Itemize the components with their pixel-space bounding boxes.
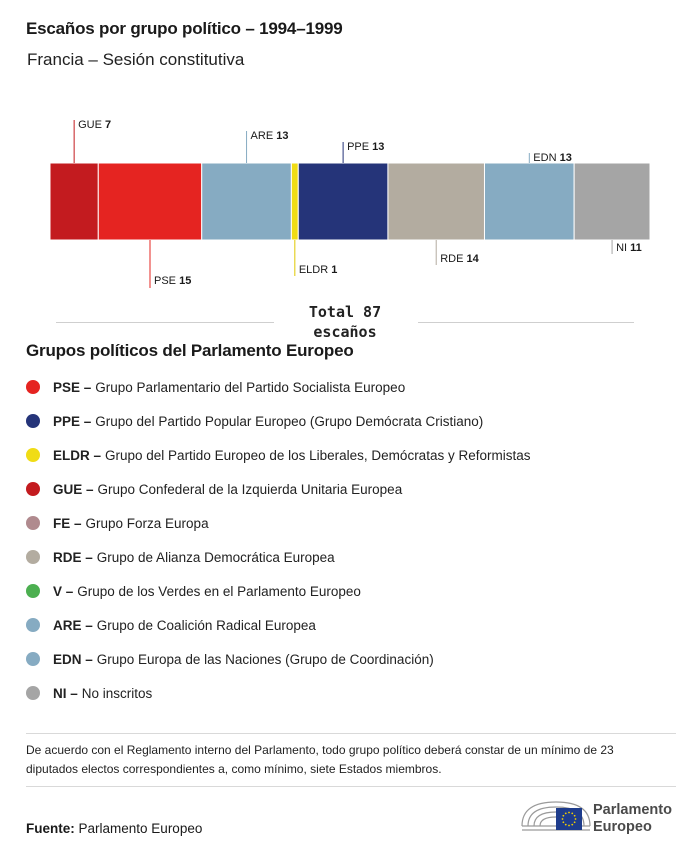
total-count: Total 87 bbox=[308, 303, 382, 321]
legend-item: PSE – Grupo Parlamentario del Partido Soc… bbox=[26, 370, 530, 404]
bar-label-ppe: PPE 13 bbox=[347, 141, 384, 153]
bar-label-rde: RDE 14 bbox=[440, 253, 479, 265]
bar-label-value: 13 bbox=[276, 130, 288, 142]
logo-wordmark: Parlamento Europeo bbox=[593, 802, 672, 836]
bar-label-value: 11 bbox=[630, 242, 642, 254]
legend-name: Grupo Confederal de la Izquierda Unitari… bbox=[97, 481, 403, 497]
bar-segment-eldr bbox=[290, 162, 299, 241]
legend-title: Grupos políticos del Parlamento Europeo bbox=[26, 341, 354, 360]
legend-name: Grupo Europa de las Naciones (Grupo de C… bbox=[96, 651, 434, 667]
legend-code: PPE – bbox=[53, 413, 92, 429]
bar-label-value: 1 bbox=[331, 264, 337, 276]
logo-line-1: Parlamento bbox=[593, 802, 672, 818]
bar-segment-are bbox=[201, 162, 292, 241]
legend-code: NI – bbox=[53, 685, 78, 701]
legend-dot-icon bbox=[26, 652, 40, 666]
stacked-bar-chart: GUE 7 PSE 15 ARE 13 ELDR 1 PPE 13 RDE 14 EDN 1… bbox=[49, 119, 651, 288]
source-label: Fuente: bbox=[26, 821, 75, 836]
bar-label-edn: EDN 13 bbox=[533, 152, 572, 164]
legend-item: EDN – Grupo Europa de las Naciones (Grupo… bbox=[26, 642, 530, 676]
total-unit: escaños bbox=[313, 323, 377, 341]
legend-dot-icon bbox=[26, 516, 40, 530]
bar-label-value: 14 bbox=[466, 253, 479, 265]
legend-code: EDN – bbox=[53, 651, 93, 667]
bar-label-name: PPE bbox=[347, 141, 372, 153]
legend-name: Grupo Parlamentario del Partido Socialis… bbox=[95, 379, 406, 395]
bar-label-are: ARE 13 bbox=[251, 130, 289, 142]
bar-label-ni: NI 11 bbox=[616, 242, 642, 254]
legend-item: GUE – Grupo Confederal de la Izquierda Un… bbox=[26, 472, 530, 506]
legend-name: Grupo de Alianza Democrática Europea bbox=[96, 549, 335, 565]
legend-dot-icon bbox=[26, 584, 40, 598]
legend-dot-icon bbox=[26, 414, 40, 428]
legend-code: ARE – bbox=[53, 617, 93, 633]
source-value: Parlamento Europeo bbox=[78, 821, 203, 836]
legend-dot-icon bbox=[26, 482, 40, 496]
legend-code: V – bbox=[53, 583, 74, 599]
divider-top bbox=[26, 733, 676, 734]
legend-item: V – Grupo de los Verdes en el Parlamento … bbox=[26, 574, 530, 608]
legend-name: Grupo del Partido Popular Europeo (Grupo… bbox=[95, 413, 484, 429]
legend-item: PPE – Grupo del Partido Popular Europeo (… bbox=[26, 404, 530, 438]
bar-segment-ppe bbox=[297, 162, 389, 241]
legend-code: RDE – bbox=[53, 549, 93, 565]
legend-name: Grupo de Coalición Radical Europea bbox=[96, 617, 316, 633]
logo-line-2: Europeo bbox=[593, 819, 652, 835]
bar-label-value: 7 bbox=[105, 119, 111, 131]
bar-label-eldr: ELDR 1 bbox=[299, 264, 338, 276]
legend-dot-icon bbox=[26, 380, 40, 394]
bar-label-name: ELDR bbox=[299, 264, 331, 276]
legend-name: No inscritos bbox=[81, 685, 153, 701]
bar-label-name: EDN bbox=[533, 152, 559, 164]
legend-item: FE – Grupo Forza Europa bbox=[26, 506, 530, 540]
total-divider-right bbox=[418, 322, 634, 323]
legend-list: PSE – Grupo Parlamentario del Partido Soc… bbox=[26, 370, 530, 710]
legend-dot-icon bbox=[26, 550, 40, 564]
bar-segment-pse bbox=[97, 162, 203, 241]
legend-code: GUE – bbox=[53, 481, 94, 497]
legend-name: Grupo Forza Europa bbox=[85, 515, 209, 531]
bar-segment-edn bbox=[483, 162, 575, 241]
bar-label-value: 13 bbox=[372, 141, 384, 153]
legend-code: PSE – bbox=[53, 379, 92, 395]
bar-label-value: 13 bbox=[560, 152, 572, 164]
legend-dot-icon bbox=[26, 618, 40, 632]
bar-segment-gue bbox=[49, 162, 99, 241]
bar-segment-rde bbox=[387, 162, 485, 241]
legend-item: RDE – Grupo de Alianza Democrática Europe… bbox=[26, 540, 530, 574]
legend-item: ARE – Grupo de Coalición Radical Europea bbox=[26, 608, 530, 642]
total-label: Total 87 escaños bbox=[272, 302, 418, 342]
legend-item: ELDR – Grupo del Partido Europeo de los L… bbox=[26, 438, 530, 472]
legend-code: FE – bbox=[53, 515, 82, 531]
divider-bottom bbox=[26, 786, 676, 787]
legend-item: NI – No inscritos bbox=[26, 676, 530, 710]
legend-name: Grupo del Partido Europeo de los Liberal… bbox=[105, 447, 531, 463]
bar-label-pse: PSE 15 bbox=[154, 275, 191, 287]
bar-segment-ni bbox=[573, 162, 651, 241]
bar-label-value: 15 bbox=[179, 275, 191, 287]
bar-label-name: RDE bbox=[440, 253, 466, 265]
bar-label-name: PSE bbox=[154, 275, 179, 287]
legend-name: Grupo de los Verdes en el Parlamento Eur… bbox=[77, 583, 361, 599]
legend-dot-icon bbox=[26, 686, 40, 700]
source-line: Fuente: Parlamento Europeo bbox=[26, 821, 202, 836]
bar-label-name: GUE bbox=[78, 119, 105, 131]
legend-code: ELDR – bbox=[53, 447, 102, 463]
chart-title: Escaños por grupo político – 1994–1999 bbox=[26, 19, 343, 38]
parliament-logo-icon bbox=[521, 801, 591, 831]
footnote: De acuerdo con el Reglamento interno del… bbox=[26, 743, 614, 776]
legend-dot-icon bbox=[26, 448, 40, 462]
chart-subtitle: Francia – Sesión constitutiva bbox=[27, 50, 245, 69]
total-divider-left bbox=[56, 322, 274, 323]
bar-label-name: ARE bbox=[251, 130, 277, 142]
bar-label-name: NI bbox=[616, 242, 630, 254]
bar-label-gue: GUE 7 bbox=[78, 119, 111, 131]
